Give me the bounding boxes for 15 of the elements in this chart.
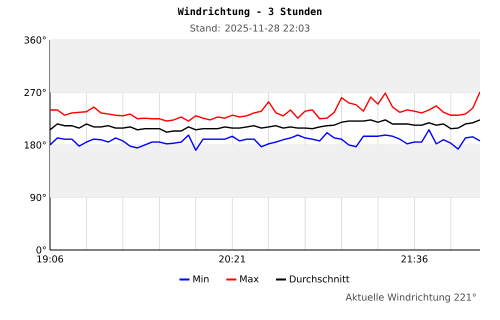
x-tick-label: 20:21 [219, 255, 246, 263]
line-series [50, 91, 480, 122]
legend-label: Max [240, 275, 259, 282]
chart-title: Windrichtung - 3 Stunden [178, 6, 322, 18]
y-tick-label: 0° [36, 246, 46, 254]
y-tick-label: 180° [24, 141, 46, 149]
chart-subtitle: Stand: 2025-11-28 22:03 [190, 24, 310, 32]
y-tick-label: 270° [24, 88, 46, 96]
x-tick-label: 19:06 [37, 255, 64, 263]
text: Aktuelle Windrichtung 221° [346, 293, 476, 303]
legend-label: Min [193, 275, 209, 282]
legend-label: Durchschnitt [290, 275, 350, 283]
x-tick-label: 21:36 [401, 255, 428, 263]
y-tick-label: 90° [30, 194, 46, 202]
y-tick-label: 360° [24, 36, 46, 44]
